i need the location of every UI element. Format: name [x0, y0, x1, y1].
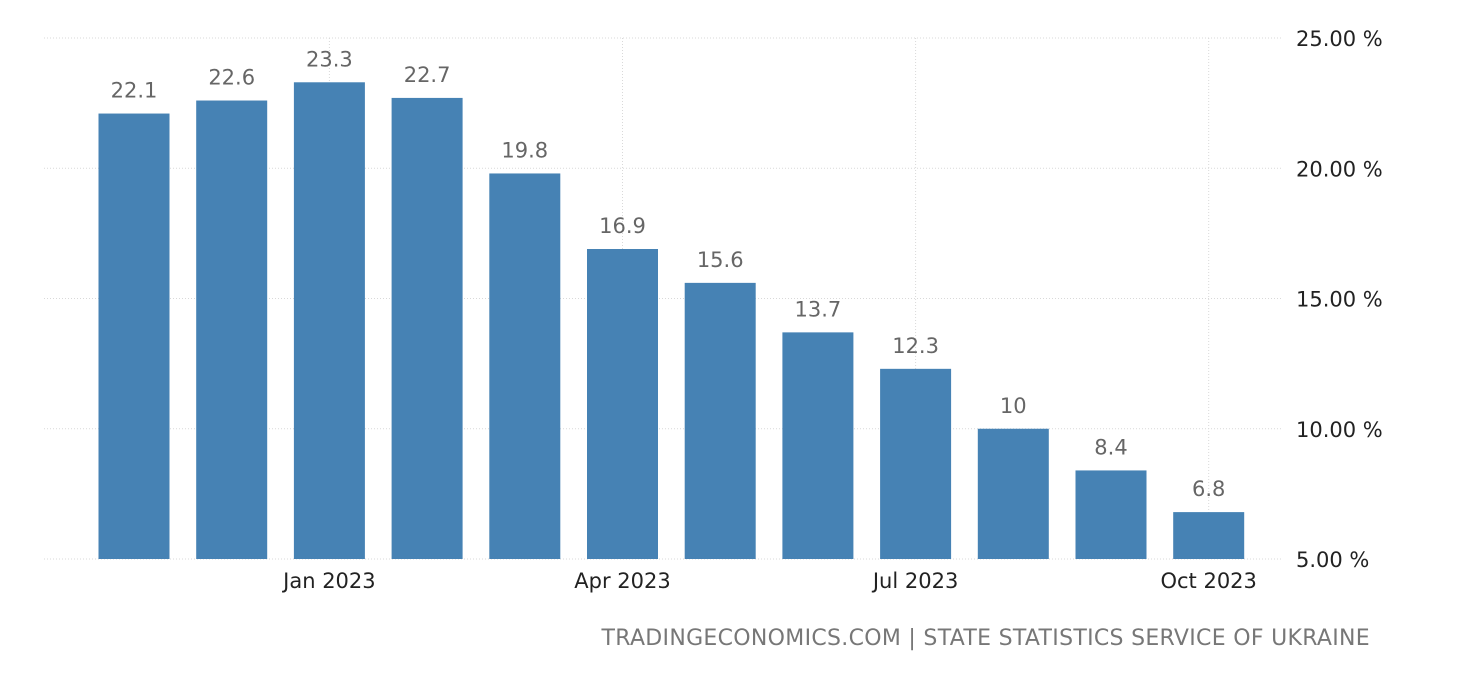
data-label: 12.3	[892, 334, 939, 358]
bar	[98, 113, 170, 560]
bar	[684, 282, 756, 559]
bar	[587, 249, 658, 559]
y-tick-label: 10.00 %	[1296, 418, 1383, 442]
bar	[489, 173, 561, 559]
data-label: 22.7	[404, 63, 451, 87]
bar	[880, 368, 952, 559]
y-axis-ticks: 5.00 % 10.00 % 15.00 % 20.00 % 25.00 %	[1296, 27, 1383, 572]
data-label: 16.9	[599, 214, 646, 238]
bar	[196, 100, 268, 560]
x-tick-label: Jul 2023	[871, 569, 958, 593]
x-tick-label: Oct 2023	[1160, 569, 1256, 593]
data-label: 6.8	[1192, 477, 1225, 501]
data-label: 10	[1000, 394, 1027, 418]
bar	[293, 82, 365, 559]
data-label: 23.3	[306, 47, 353, 71]
data-labels-group: 22.1 22.6 23.3 22.7 19.8 16.9 15.6 13.7 12.3 10 8.…	[111, 47, 1226, 501]
x-tick-label: Jan 2023	[281, 569, 376, 593]
y-tick-label: 5.00 %	[1296, 548, 1369, 572]
bar	[782, 332, 854, 559]
x-tick-label: Apr 2023	[574, 569, 670, 593]
source-attribution: TRADINGECONOMICS.COM | STATE STATISTICS …	[601, 626, 1370, 651]
y-tick-label: 15.00 %	[1296, 288, 1383, 312]
bar	[1075, 470, 1147, 559]
bar	[1173, 512, 1245, 559]
data-label: 13.7	[795, 297, 842, 321]
data-label: 8.4	[1094, 435, 1127, 459]
data-label: 19.8	[501, 138, 548, 162]
data-label: 22.1	[111, 79, 158, 103]
bar	[977, 428, 1049, 559]
x-axis-ticks: Jan 2023 Apr 2023 Jul 2023 Oct 2023	[281, 569, 1257, 593]
bars-group	[98, 82, 1245, 560]
grid-lines	[44, 37, 1282, 560]
data-label: 22.6	[208, 66, 255, 90]
data-label: 15.6	[697, 248, 744, 272]
y-tick-label: 25.00 %	[1296, 27, 1383, 51]
y-tick-label: 20.00 %	[1296, 157, 1383, 181]
bar	[391, 97, 463, 559]
